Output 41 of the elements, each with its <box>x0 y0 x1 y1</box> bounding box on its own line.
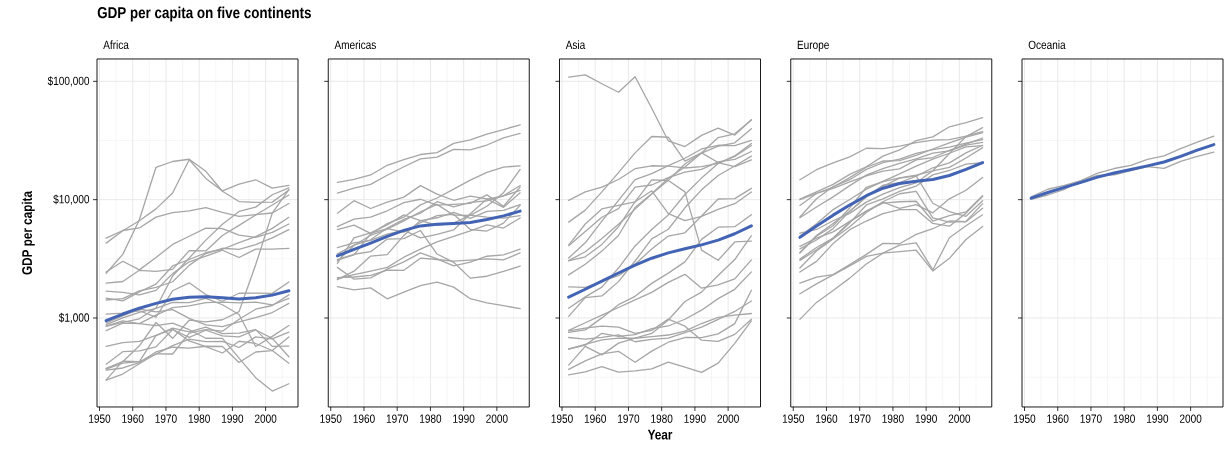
y-tick-label: $100,000 <box>47 76 90 87</box>
y-tick-label: $10,000 <box>53 194 90 205</box>
x-tick-label: 1960 <box>122 414 144 423</box>
x-tick-label: 2000 <box>486 414 508 423</box>
x-tick-label: 1960 <box>1047 414 1069 423</box>
x-tick-label: 2000 <box>254 414 277 423</box>
x-tick-label: 1990 <box>221 414 244 423</box>
x-tick-label: 1980 <box>882 414 904 423</box>
x-tick-label: 1980 <box>1113 414 1135 423</box>
x-tick-label: 1970 <box>155 414 177 423</box>
chart-title: Europe <box>797 40 829 52</box>
x-tick-label: 2000 <box>717 414 739 423</box>
x-tick-label: 2000 <box>1179 414 1202 423</box>
x-tick-label: 1970 <box>618 414 640 423</box>
x-axis-title: Year <box>647 429 673 440</box>
y-tick-label: $1,000 <box>58 312 90 324</box>
x-tick-label: 1950 <box>1014 414 1036 423</box>
chart-title: Oceania <box>1028 40 1066 50</box>
chart-title: Americas <box>334 40 376 50</box>
x-tick-label: 1970 <box>1080 414 1102 423</box>
y-axis-title: GDP per capita <box>21 190 35 275</box>
x-tick-label: 1980 <box>420 414 442 423</box>
x-tick-label: 1950 <box>551 414 573 423</box>
x-tick-label: 1980 <box>188 414 210 423</box>
x-tick-label: 1950 <box>320 414 342 423</box>
x-tick-label: 1950 <box>782 414 805 423</box>
x-tick-label: 1980 <box>651 414 673 423</box>
x-tick-label: 1970 <box>386 414 408 423</box>
x-tick-label: 1960 <box>353 414 375 423</box>
x-tick-label: 1960 <box>816 414 838 423</box>
x-tick-label: 1990 <box>453 414 475 423</box>
x-tick-label: 1990 <box>1146 414 1169 423</box>
chart-subtitle: Africa <box>103 40 129 50</box>
x-tick-label: 2000 <box>948 414 971 423</box>
x-tick-label: 1990 <box>684 414 706 423</box>
chart-title: Asia <box>565 40 586 50</box>
x-tick-label: 1950 <box>89 414 111 423</box>
x-tick-label: 1960 <box>584 414 606 423</box>
x-tick-label: 1990 <box>915 414 937 423</box>
chart-title: GDP per capita on five continents <box>97 6 311 22</box>
x-tick-label: 1970 <box>849 414 871 423</box>
